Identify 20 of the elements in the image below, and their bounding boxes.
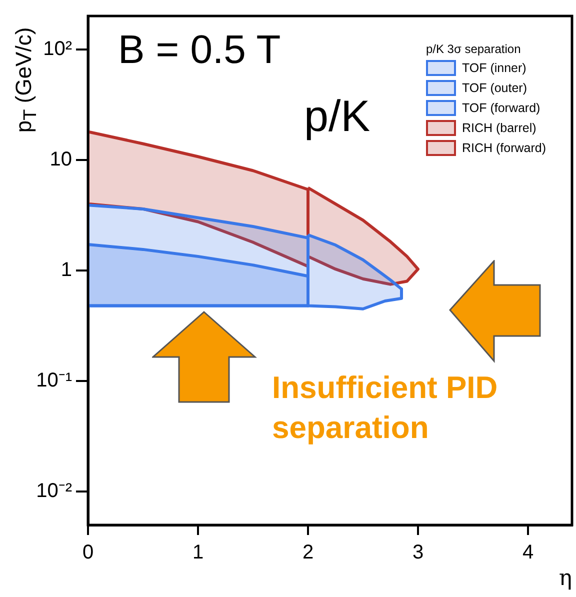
x-tick-label: 1 [192, 542, 204, 564]
y-tick-label: 10⁻¹ [36, 370, 72, 392]
y-tick-label: 1 [60, 259, 72, 282]
legend-label: RICH (barrel) [462, 121, 536, 135]
legend-title: p/K 3σ separation [426, 42, 522, 56]
annotation: Insufficient PID separation [272, 369, 499, 447]
annotation: p/K [304, 92, 370, 142]
y-tick-label: 10⁻² [36, 480, 72, 502]
legend-label: RICH (forward) [462, 141, 546, 155]
annotation: B = 0.5 T [118, 28, 281, 73]
legend-label: TOF (forward) [462, 101, 540, 115]
y-tick-label: 10 [50, 148, 72, 170]
legend-label: TOF (inner) [462, 61, 526, 75]
x-tick-label: 4 [522, 542, 534, 564]
x-tick-label: 2 [302, 542, 314, 564]
x-tick-label: 3 [412, 542, 424, 564]
x-axis-title: η [558, 566, 572, 591]
y-tick-label: 10² [43, 38, 72, 60]
x-tick-label: 0 [82, 542, 94, 564]
legend-label: TOF (outer) [462, 81, 528, 95]
